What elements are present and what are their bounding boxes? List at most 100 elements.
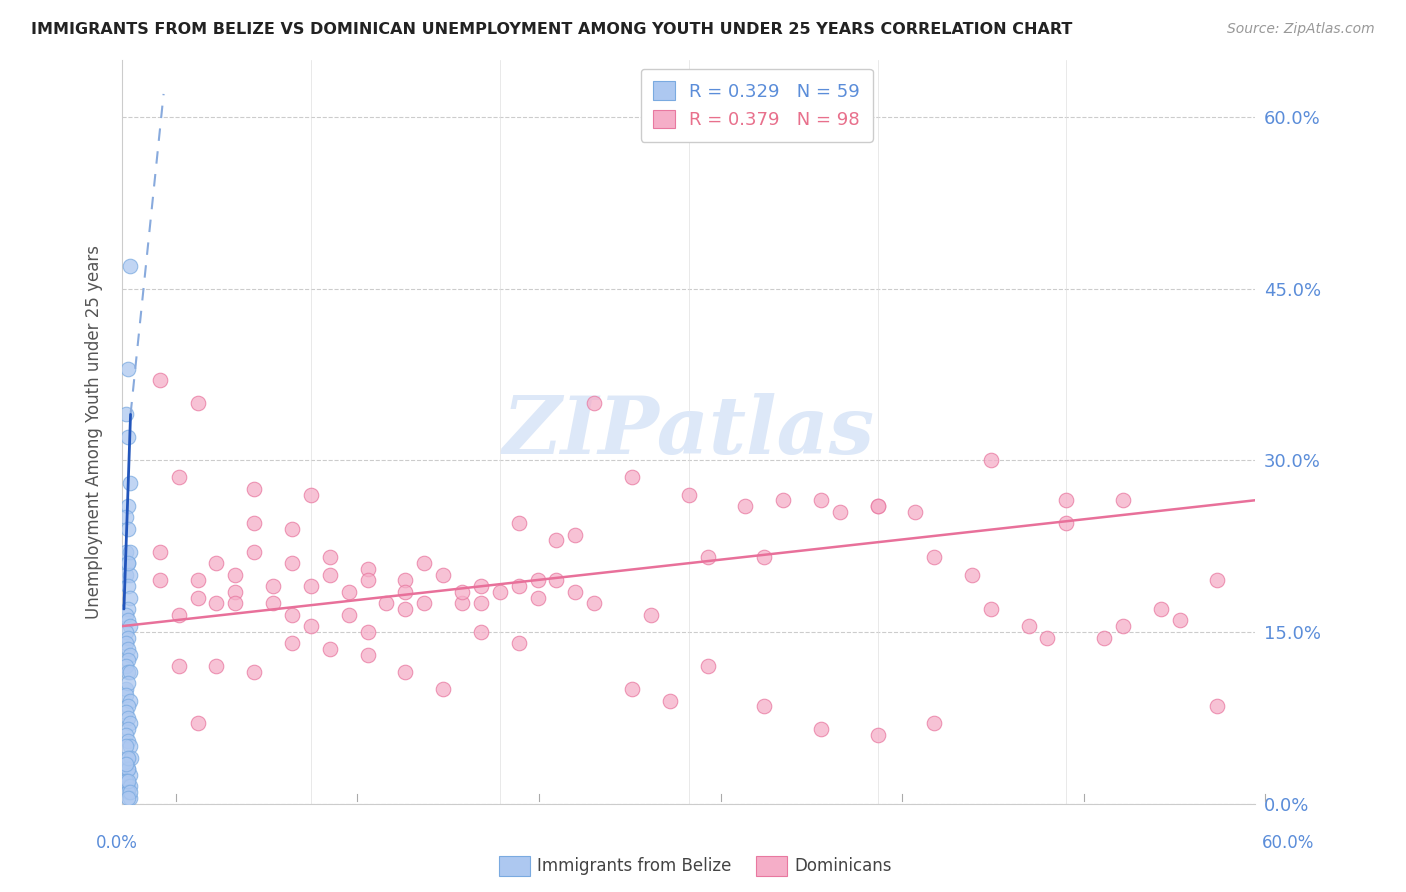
Point <box>866 499 889 513</box>
Point <box>243 516 266 530</box>
Point <box>508 516 530 530</box>
Point <box>117 762 139 776</box>
Point <box>117 773 139 788</box>
Point <box>678 487 700 501</box>
Point <box>470 579 492 593</box>
Point <box>114 624 136 639</box>
Point <box>118 619 141 633</box>
Point <box>1168 614 1191 628</box>
Point <box>583 596 606 610</box>
Point <box>1054 516 1077 530</box>
Point <box>1112 619 1135 633</box>
Point <box>281 556 304 570</box>
Point <box>356 648 378 662</box>
Point <box>620 682 643 697</box>
Point <box>114 636 136 650</box>
Point <box>187 574 209 588</box>
Point <box>117 790 139 805</box>
Point <box>546 533 568 548</box>
Point <box>243 545 266 559</box>
Point <box>299 487 322 501</box>
Point <box>734 499 756 513</box>
Point <box>319 567 342 582</box>
Point <box>583 396 606 410</box>
Point <box>117 722 139 736</box>
Point <box>114 728 136 742</box>
Point <box>118 259 141 273</box>
Point <box>356 562 378 576</box>
Point <box>319 550 342 565</box>
Point <box>488 584 510 599</box>
Point <box>205 659 228 673</box>
Point <box>432 567 454 582</box>
Point <box>117 556 139 570</box>
Point <box>121 751 143 765</box>
Point <box>337 584 360 599</box>
Point <box>118 790 141 805</box>
Point <box>658 693 681 707</box>
Point <box>117 653 139 667</box>
Point <box>1150 602 1173 616</box>
Point <box>754 699 776 714</box>
Point <box>118 785 141 799</box>
Point <box>1018 619 1040 633</box>
Point <box>356 574 378 588</box>
Point <box>149 545 172 559</box>
Point <box>118 768 141 782</box>
Point <box>117 762 139 776</box>
Point <box>117 579 139 593</box>
Point <box>167 659 190 673</box>
Point <box>117 751 139 765</box>
Legend: R = 0.329   N = 59, R = 0.379   N = 98: R = 0.329 N = 59, R = 0.379 N = 98 <box>641 69 873 142</box>
Point <box>114 773 136 788</box>
Text: Dominicans: Dominicans <box>794 857 891 875</box>
Point <box>1054 493 1077 508</box>
Point <box>1112 493 1135 508</box>
Point <box>114 510 136 524</box>
Point <box>114 545 136 559</box>
Point <box>114 408 136 422</box>
Point <box>299 579 322 593</box>
Point <box>394 665 416 679</box>
Point <box>564 584 586 599</box>
Point <box>114 567 136 582</box>
Point <box>114 739 136 754</box>
Point <box>117 711 139 725</box>
Point <box>337 607 360 622</box>
Point <box>118 665 141 679</box>
Point <box>262 596 284 610</box>
Point <box>187 591 209 605</box>
Point <box>810 722 832 736</box>
Point <box>980 453 1002 467</box>
Point <box>319 642 342 657</box>
Point <box>772 493 794 508</box>
Point <box>117 430 139 444</box>
Point <box>149 574 172 588</box>
Point <box>187 716 209 731</box>
Point <box>281 607 304 622</box>
Point <box>1092 631 1115 645</box>
Point <box>470 596 492 610</box>
Point <box>394 584 416 599</box>
Point <box>118 567 141 582</box>
Point <box>810 493 832 508</box>
Point <box>167 607 190 622</box>
Point <box>117 556 139 570</box>
Point <box>413 596 436 610</box>
Point <box>114 607 136 622</box>
Point <box>564 527 586 541</box>
Point <box>187 396 209 410</box>
Point <box>243 482 266 496</box>
Point <box>114 756 136 771</box>
Point <box>118 591 141 605</box>
Point <box>754 550 776 565</box>
Point <box>117 602 139 616</box>
Point <box>281 522 304 536</box>
Point <box>114 682 136 697</box>
Point <box>118 545 141 559</box>
Point <box>696 550 718 565</box>
Point <box>114 705 136 719</box>
Point <box>640 607 662 622</box>
Point <box>117 614 139 628</box>
Point <box>118 476 141 491</box>
